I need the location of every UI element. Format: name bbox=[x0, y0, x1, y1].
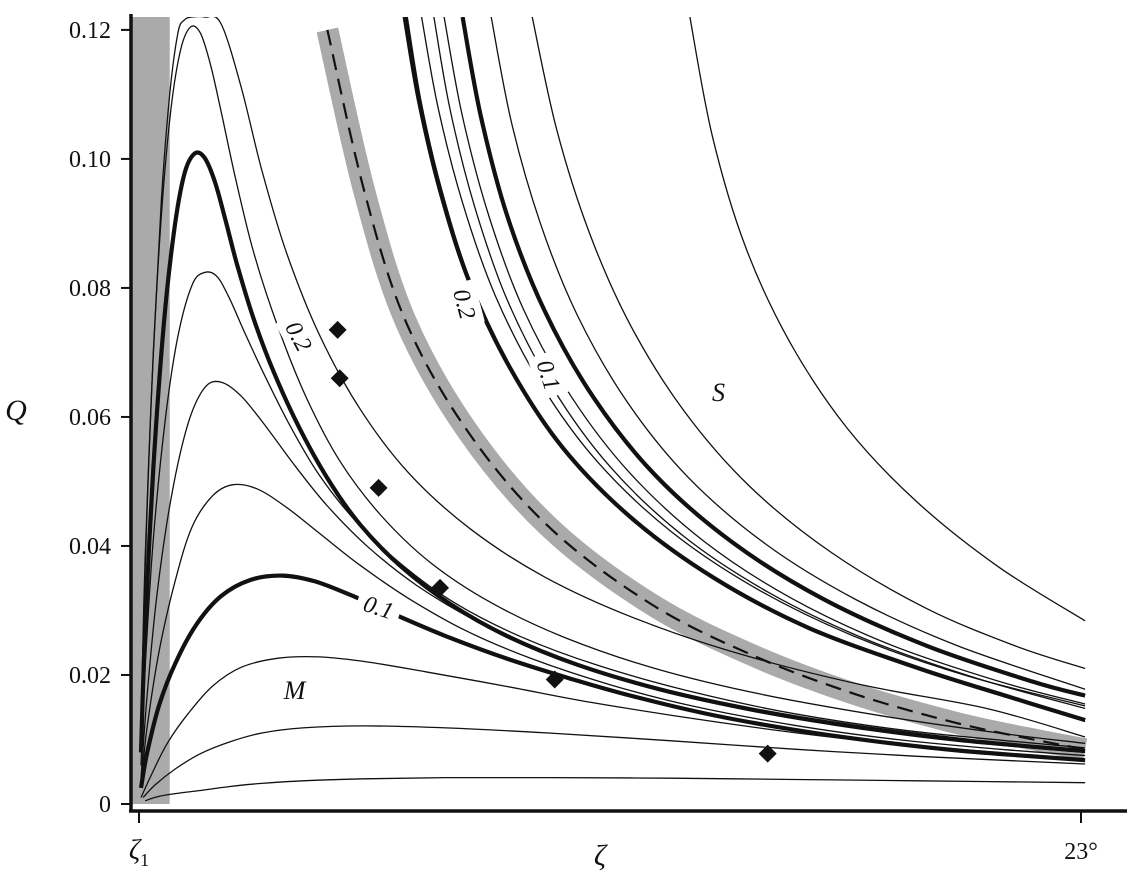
y-tick-label-4: 0.08 bbox=[69, 276, 111, 302]
contour-line-1 bbox=[144, 776, 1086, 802]
contour-line-7 bbox=[140, 271, 1086, 766]
contour-label-bg bbox=[444, 278, 485, 330]
contour-line-10 bbox=[140, 17, 1086, 738]
contour-line-20 bbox=[689, 17, 1086, 622]
contour-line-15 bbox=[433, 17, 1086, 710]
contour-line-9 bbox=[140, 25, 1086, 745]
contour-label-bg bbox=[275, 309, 323, 363]
contour-line-16 bbox=[443, 17, 1086, 705]
contour-label-1: 0.2 bbox=[275, 309, 323, 363]
x-tick-label-1: 23° bbox=[1064, 839, 1098, 865]
contour-line-14 bbox=[420, 17, 1086, 707]
y-tick-label-2: 0.04 bbox=[69, 534, 111, 560]
y-tick-label-3: 0.06 bbox=[69, 405, 111, 431]
contour-line-19 bbox=[531, 17, 1086, 670]
contour-label-3: 0.2 bbox=[444, 278, 485, 330]
y-tick-label-0: 0 bbox=[99, 792, 111, 818]
contour-label-bg bbox=[353, 586, 405, 629]
contour-line-18 bbox=[490, 17, 1086, 690]
contour-line-13 bbox=[403, 17, 1086, 723]
contour-label-2: 0.1 bbox=[353, 586, 405, 629]
contour-label-4: 0.1 bbox=[527, 349, 570, 401]
region-label-s: S bbox=[712, 378, 725, 407]
diamond-marker-6 bbox=[758, 744, 777, 763]
y-tick-label-1: 0.02 bbox=[69, 663, 111, 689]
contour-label-bg bbox=[527, 349, 570, 401]
diamond-marker-2 bbox=[330, 369, 349, 388]
region-label-m: M bbox=[283, 676, 307, 705]
contour-line-4 bbox=[138, 573, 1086, 789]
x-axis-label: ζ bbox=[594, 839, 608, 872]
diamond-marker-3 bbox=[369, 478, 388, 497]
contour-line-17 bbox=[460, 17, 1086, 698]
y-axis-label: Q bbox=[5, 394, 27, 427]
annotation-labels: 0.2 0.1 0.2 0.1 S M bbox=[275, 278, 725, 705]
separatrix-dashed-line bbox=[326, 29, 1086, 751]
y-tick-label-6: 0.12 bbox=[69, 18, 111, 44]
diamond-marker-4 bbox=[431, 578, 450, 597]
y-tick-label-5: 0.10 bbox=[69, 147, 111, 173]
diamond-marker-1 bbox=[328, 320, 347, 339]
contour-curves bbox=[138, 17, 1086, 802]
shaded-bands bbox=[130, 17, 1088, 804]
contour-line-5 bbox=[140, 483, 1086, 785]
contour-line-11 bbox=[402, 17, 1086, 720]
contour-line-2 bbox=[142, 725, 1086, 798]
axes: 0 0.02 0.04 0.06 0.08 0.10 0.12 ζ1 23° ζ Q bbox=[5, 14, 1127, 872]
diamond-marker-5 bbox=[545, 670, 564, 689]
contour-line-8 bbox=[138, 150, 1086, 754]
x-tick-label-0: ζ1 bbox=[129, 835, 149, 870]
